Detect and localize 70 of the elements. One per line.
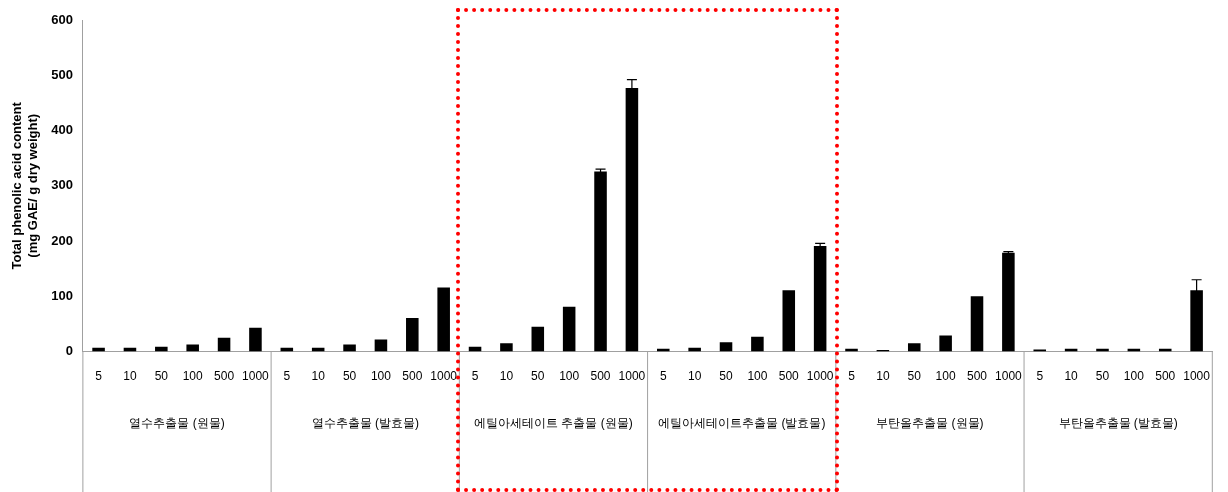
y-tick-label: 400 [51, 122, 73, 138]
text: 에틸아세테이트 추출물 (원물) [474, 415, 633, 430]
bar [437, 287, 450, 352]
bar [374, 339, 388, 352]
bar [594, 171, 607, 352]
x-tick-label: 50 [531, 369, 545, 384]
y-tick-label: 600 [51, 11, 73, 27]
x-tick-label: 1000 [430, 369, 458, 384]
bar [249, 327, 262, 352]
bar [531, 326, 545, 352]
bar [186, 344, 199, 352]
x-tick-label: 1000 [806, 369, 834, 384]
x-tick-label: 5 [471, 369, 479, 384]
x-tick-label: 50 [907, 369, 922, 384]
bar [1033, 349, 1047, 352]
y-tick-label: 0 [65, 343, 73, 359]
bar [719, 342, 733, 352]
y-axis-title: Total phenolic acid content (mg GAE/ g dry weight) [9, 101, 40, 270]
x-tick-label: 100 [182, 369, 204, 384]
x-tick-label: 500 [778, 369, 800, 384]
x-tick-label: 1000 [995, 369, 1023, 384]
x-tick-label: 5 [283, 369, 291, 384]
x-tick-label: 10 [876, 369, 890, 384]
x-tick-label: 5 [659, 369, 667, 384]
x-tick-label: 100 [559, 369, 580, 384]
x-tick-label: 100 [1123, 369, 1145, 384]
x-tick-label: 100 [747, 369, 768, 384]
text: 부탄올추출물 (발효물) [1058, 415, 1178, 430]
text: 열수추출물 (원물) [129, 415, 225, 430]
x-tick-label: 50 [719, 369, 734, 384]
x-tick-label: 5 [1036, 369, 1044, 384]
x-tick-label: 50 [342, 369, 357, 384]
x-tick-label: 10 [499, 369, 514, 384]
x-tick-label: 50 [1095, 369, 1110, 384]
x-tick-label: 5 [95, 369, 103, 384]
bar [217, 337, 231, 352]
x-tick-label: 1000 [242, 369, 270, 384]
x-tick-label: 10 [1064, 369, 1079, 384]
bar [406, 317, 419, 352]
x-tick-label: 10 [687, 369, 702, 384]
bar [500, 343, 513, 352]
x-tick-label: 50 [154, 369, 169, 384]
text: 열수추출물 (발효물) [311, 415, 419, 430]
x-tick-label: 1000 [1183, 369, 1211, 384]
x-tick-label: 500 [1155, 369, 1176, 384]
bar [751, 336, 764, 352]
bar [939, 335, 952, 352]
x-tick-label: 500 [402, 369, 423, 384]
x-tick-label: 10 [123, 369, 137, 384]
bar [907, 343, 921, 352]
x-tick-label: 500 [214, 369, 235, 384]
x-tick-label: 100 [935, 369, 956, 384]
bar [343, 344, 356, 352]
x-tick-label: 500 [966, 369, 988, 384]
bar [970, 296, 984, 352]
bar [813, 246, 827, 352]
bar [562, 306, 576, 352]
y-tick-label: 200 [51, 232, 73, 248]
y-tick-label: 300 [51, 177, 73, 193]
bar [1002, 252, 1015, 352]
text: 에틸아세테이트추출물 (발효물) [658, 415, 826, 430]
x-tick-label: 5 [848, 369, 856, 384]
y-tick-label: 100 [51, 287, 73, 303]
x-tick-label: 1000 [618, 369, 646, 384]
text: 부탄올추출물 (원물) [876, 415, 984, 430]
bar [782, 290, 796, 352]
x-tick-label: 100 [370, 369, 392, 384]
x-tick-label: 10 [311, 369, 326, 384]
y-tick-label: 500 [51, 66, 73, 82]
x-tick-label: 500 [590, 369, 611, 384]
